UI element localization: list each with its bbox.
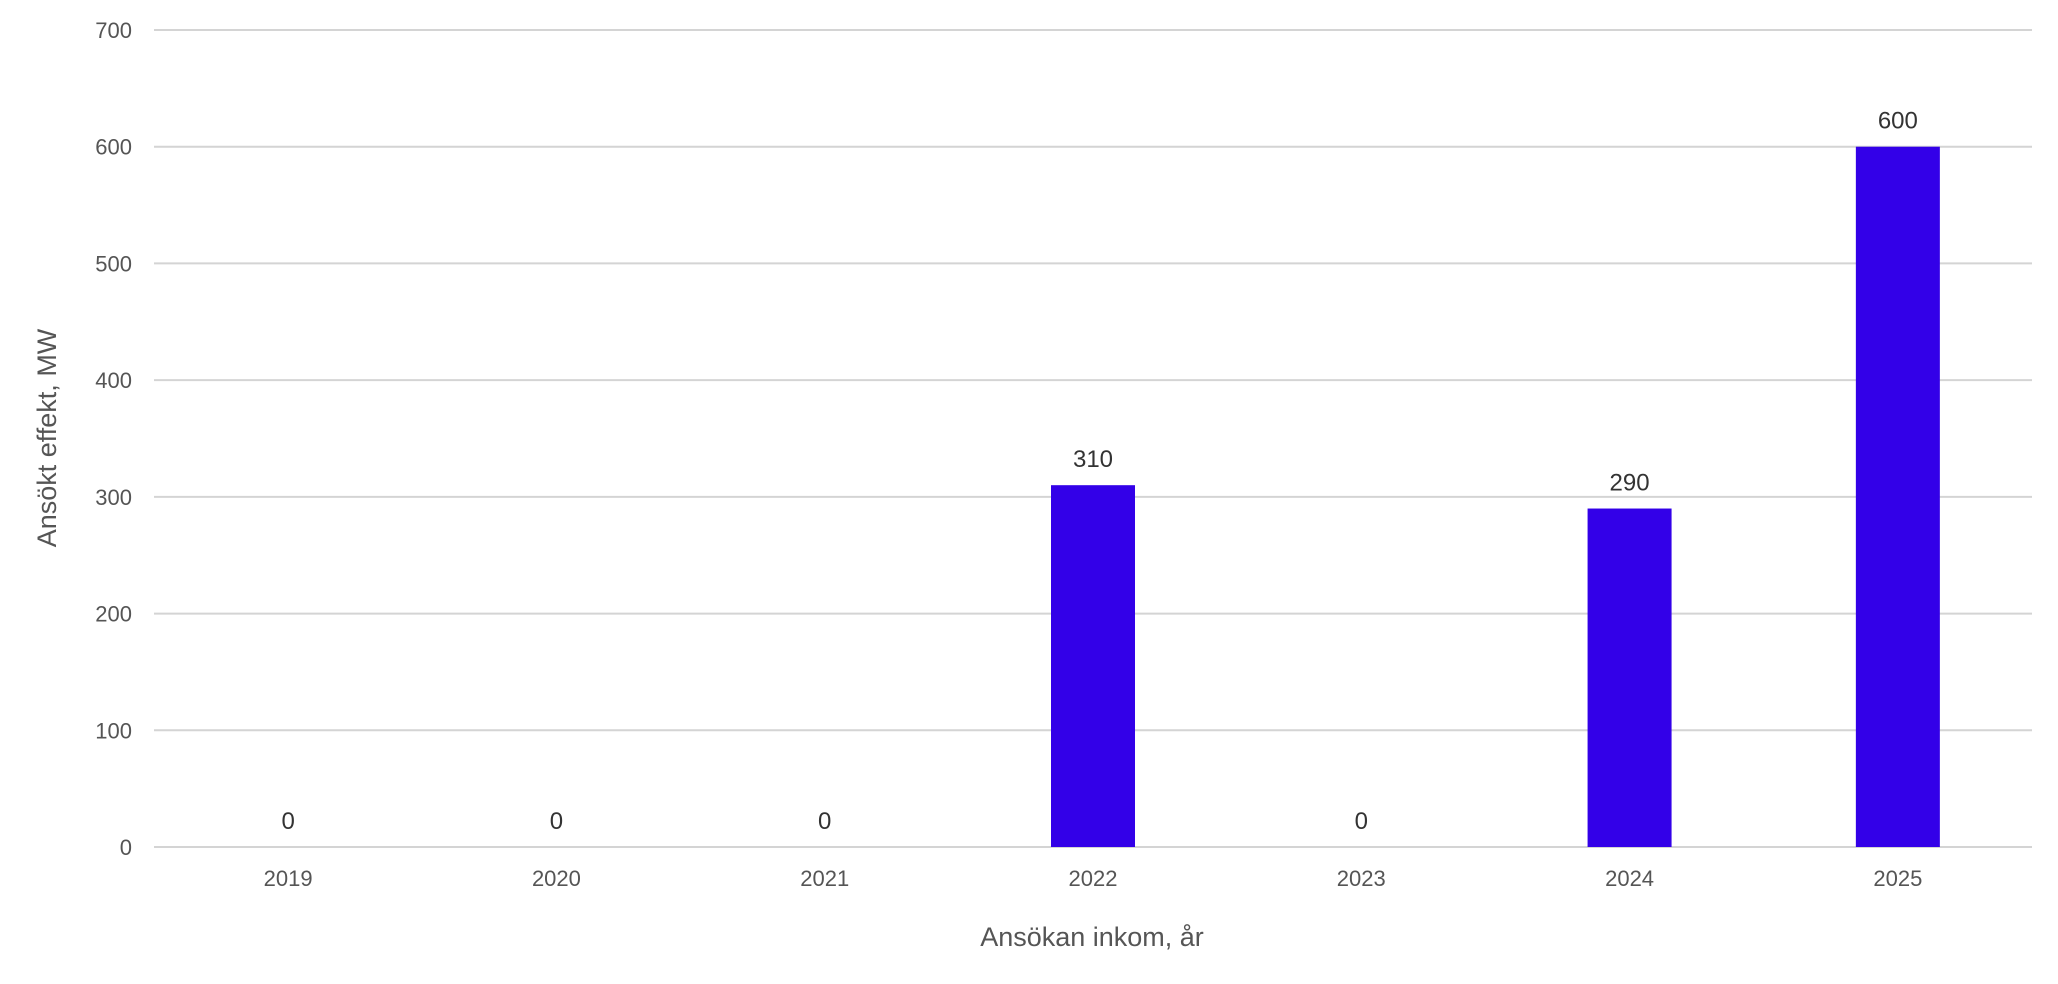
data-label-2023: 0 xyxy=(1355,808,1368,835)
data-label-2020: 0 xyxy=(550,808,563,835)
x-tick-label-2023: 2023 xyxy=(1337,866,1386,891)
x-axis-ticks: 2019 2020 2021 2022 2023 2024 2025 xyxy=(264,866,1923,891)
y-tick-label: 300 xyxy=(95,485,132,510)
x-tick-label-2024: 2024 xyxy=(1605,866,1654,891)
y-axis-ticks: 0 100 200 300 400 500 600 700 xyxy=(95,18,132,860)
data-label-2022: 310 xyxy=(1073,446,1113,473)
y-tick-label: 400 xyxy=(95,368,132,393)
data-label-2021: 0 xyxy=(818,808,831,835)
x-tick-label-2022: 2022 xyxy=(1069,866,1118,891)
x-axis-title: Ansökan inkom, år xyxy=(980,922,1204,952)
x-tick-label-2021: 2021 xyxy=(800,866,849,891)
bars xyxy=(1051,146,1940,847)
x-tick-label-2020: 2020 xyxy=(532,866,581,891)
y-tick-label: 200 xyxy=(95,602,132,627)
y-tick-label: 700 xyxy=(95,18,132,43)
y-axis-title: Ansökt effekt, MW xyxy=(32,328,62,547)
data-label-2025: 600 xyxy=(1878,108,1918,135)
x-tick-label-2019: 2019 xyxy=(264,866,313,891)
y-tick-label: 500 xyxy=(95,251,132,276)
data-label-2019: 0 xyxy=(281,808,294,835)
y-tick-label: 100 xyxy=(95,718,132,743)
data-label-2024: 290 xyxy=(1610,470,1650,497)
bar-2022 xyxy=(1051,485,1135,847)
bar-2025 xyxy=(1855,146,1940,847)
x-tick-label-2025: 2025 xyxy=(1873,866,1922,891)
bar-2024 xyxy=(1587,508,1672,847)
y-tick-label: 600 xyxy=(95,135,132,160)
y-tick-label: 0 xyxy=(120,835,132,860)
data-labels: 0 0 0 310 0 290 600 xyxy=(281,108,1917,835)
